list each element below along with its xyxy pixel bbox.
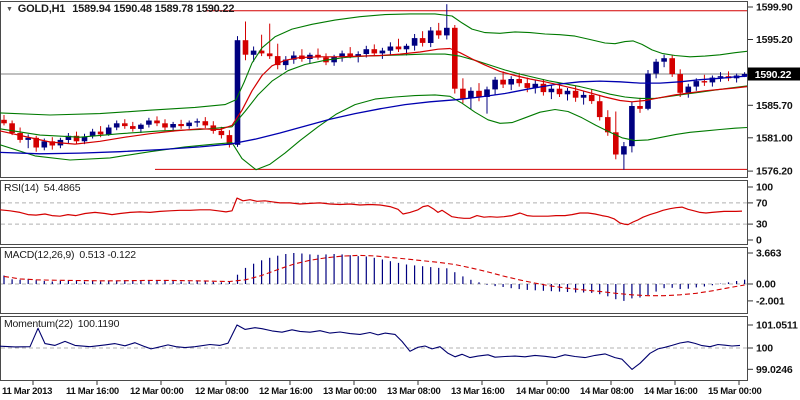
momentum-indicator-name: Momentum(22) xyxy=(4,318,73,330)
time-axis[interactable] xyxy=(0,381,800,400)
momentum-value: 100.1190 xyxy=(77,318,120,330)
rsi-title: RSI(14) 54.4865 xyxy=(4,182,81,194)
main-chart-title: ▼ GOLD,H1 1589.94 1590.48 1589.78 1590.22 xyxy=(6,3,234,15)
momentum-title: Momentum(22) 100.1190 xyxy=(4,318,119,330)
macd-values: 0.513 -0.122 xyxy=(79,249,136,261)
price-axis[interactable] xyxy=(748,0,800,381)
rsi-panel[interactable] xyxy=(0,180,748,245)
main-chart-panel[interactable] xyxy=(0,1,748,178)
rsi-value: 54.4865 xyxy=(43,182,81,194)
macd-indicator-name: MACD(12,26,9) xyxy=(4,249,75,261)
macd-title: MACD(12,26,9) 0.513 -0.122 xyxy=(4,249,136,261)
chart-ohlc-values: 1589.94 1590.48 1589.78 1590.22 xyxy=(72,3,235,15)
chart-symbol-title: GOLD,H1 xyxy=(17,3,66,15)
rsi-indicator-name: RSI(14) xyxy=(4,182,39,194)
chart-dropdown-icon[interactable]: ▼ xyxy=(6,6,13,13)
